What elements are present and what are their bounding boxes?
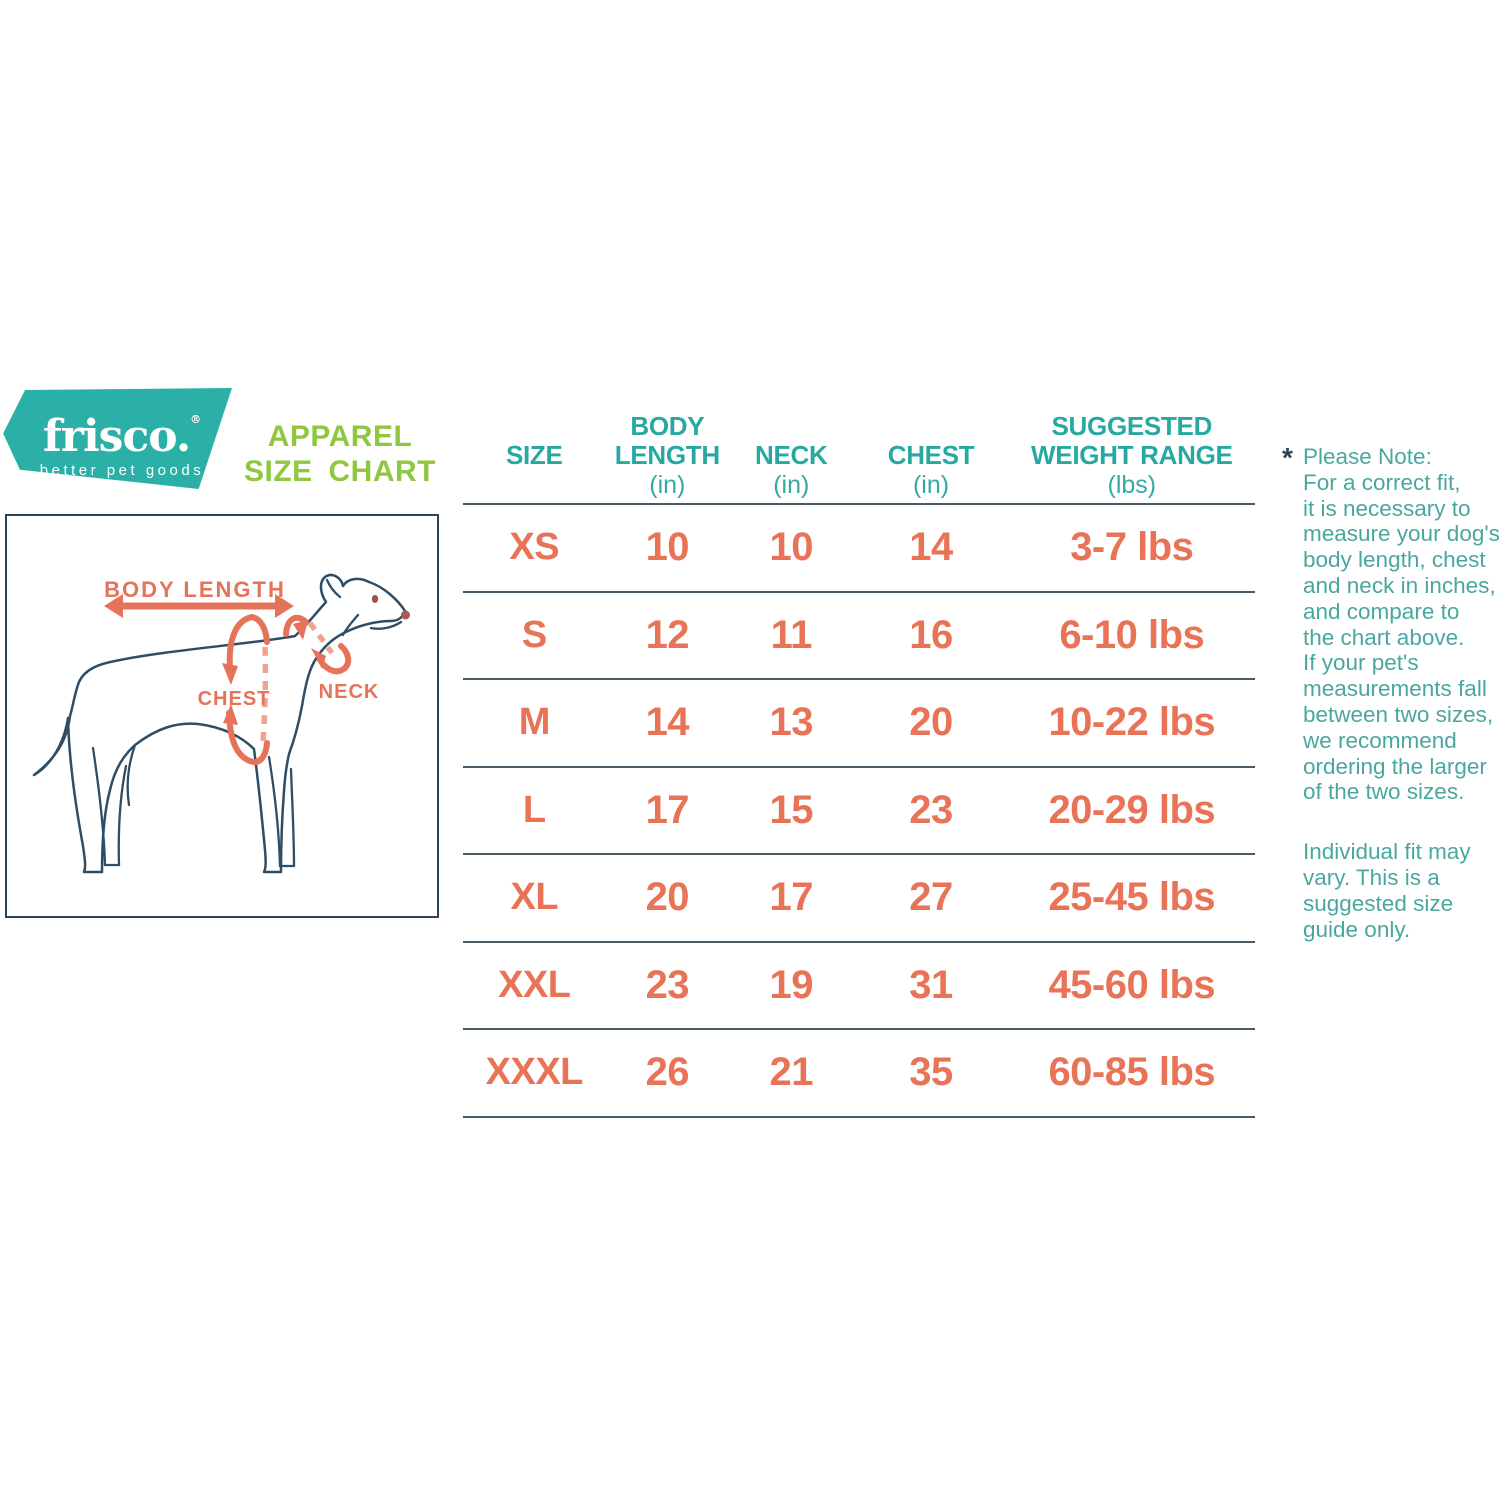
cell-neck: 10 — [769, 525, 814, 570]
neck-arrow-down-icon — [293, 620, 308, 640]
page-title: APPAREL SIZE CHART — [243, 419, 437, 489]
chest-arrow-up-icon — [223, 704, 238, 725]
chest-dashed-line — [260, 646, 269, 743]
header-main: SIZE — [505, 440, 563, 470]
cell-chest: 31 — [909, 962, 953, 1007]
chest-label: CHEST — [198, 688, 271, 710]
neck-ellipse-upper-arc — [283, 614, 309, 637]
note-heading: Please Note: — [1303, 444, 1432, 469]
table-row-l: L 17 15 23 20-29 lbs — [463, 765, 1255, 854]
cell-weight-range: 3-7 lbs — [1070, 525, 1194, 570]
neck-label: NECK — [319, 681, 380, 703]
frisco-wordmark: frisco. — [42, 411, 191, 462]
header-main: CHEST — [887, 440, 975, 470]
size-table-header: SIZE BODY LENGTH (in) NECK (in) CHEST (i… — [463, 412, 1255, 503]
note-heading-row: * Please Note: — [1282, 444, 1500, 472]
cell-neck: 17 — [769, 875, 814, 920]
table-row-xl: XL 20 17 27 25-45 lbs — [463, 853, 1255, 941]
size-table-body: XS 10 10 14 3-7 lbs S 12 11 16 6-10 lbs … — [463, 503, 1255, 1118]
cell-chest: 27 — [909, 875, 953, 920]
cell-body-length: 12 — [645, 612, 690, 657]
cell-body-length: 26 — [645, 1050, 690, 1095]
header-main: NECK — [755, 440, 828, 470]
arrow-right-icon — [275, 594, 294, 618]
cell-neck: 15 — [769, 787, 814, 832]
cell-chest: 14 — [909, 525, 953, 570]
cell-neck: 21 — [769, 1050, 814, 1095]
cell-body-length: 23 — [645, 962, 690, 1007]
page-title-line1: APPAREL — [267, 420, 413, 453]
column-header-chest: CHEST (in) — [853, 412, 1008, 503]
frisco-logo-tagline: better pet goods — [39, 462, 205, 479]
column-header-neck: NECK (in) — [729, 412, 853, 503]
column-header-size: SIZE — [463, 412, 606, 503]
header-unit: (in) — [773, 471, 810, 499]
cell-body-length: 14 — [645, 700, 690, 745]
cell-weight-range: 60-85 lbs — [1048, 1050, 1216, 1095]
cell-size: L — [522, 788, 546, 831]
table-row-xxl: XXL 23 19 31 45-60 lbs — [463, 940, 1255, 1029]
dog-body-outline — [32, 573, 407, 874]
dog-nose — [401, 610, 410, 620]
chest-ellipse-lower-arc — [226, 710, 270, 766]
dog-measurement-diagram: BODY LENGTH CHEST NECK — [5, 514, 439, 918]
cell-size: XXXL — [485, 1051, 584, 1094]
cell-weight-range: 45-60 lbs — [1048, 962, 1216, 1007]
column-header-weight-range: SUGGESTED WEIGHT RANGE (lbs) — [1009, 412, 1255, 503]
note-column: * Please Note: For a correct fit, it is … — [1282, 444, 1500, 942]
dog-line-drawing: BODY LENGTH CHEST NECK — [32, 573, 410, 874]
header-unit: (lbs) — [1107, 471, 1157, 499]
cell-weight-range: 6-10 lbs — [1059, 612, 1205, 657]
body-length-label: BODY LENGTH — [104, 577, 286, 602]
cell-size: S — [521, 613, 547, 656]
cell-body-length: 17 — [645, 787, 690, 832]
cell-chest: 20 — [909, 700, 953, 745]
cell-neck: 11 — [770, 612, 813, 657]
cell-body-length: 10 — [645, 525, 690, 570]
registered-trademark-icon: ® — [190, 413, 202, 426]
header-top: SUGGESTED — [1051, 411, 1213, 441]
cell-body-length: 20 — [645, 875, 690, 920]
chest-ellipse-upper-arc — [226, 614, 270, 671]
neck-ellipse-lower-arc — [317, 643, 352, 675]
cell-chest: 23 — [909, 787, 953, 832]
neck-dashed-line — [307, 621, 335, 655]
header-unit: (in) — [649, 471, 686, 499]
cell-chest: 35 — [909, 1050, 953, 1095]
table-row-xs: XS 10 10 14 3-7 lbs — [463, 503, 1255, 591]
cell-neck: 13 — [769, 700, 814, 745]
cell-size: XXL — [498, 963, 571, 1006]
dog-detail-lines — [91, 578, 403, 868]
chest-arrow-down-icon — [222, 663, 238, 685]
cell-size: XL — [510, 876, 559, 919]
header-top: BODY — [630, 411, 705, 441]
page-title-line2: SIZE CHART — [244, 455, 436, 488]
cell-weight-range: 25-45 lbs — [1048, 875, 1216, 920]
column-header-body-length: BODY LENGTH (in) — [606, 412, 730, 503]
asterisk-icon: * — [1282, 442, 1293, 473]
dog-eye — [371, 595, 379, 603]
cell-size: M — [518, 701, 551, 744]
neck-arrow-up-icon — [311, 648, 326, 669]
frisco-logo-banner: frisco.® better pet goods — [3, 388, 232, 489]
cell-chest: 16 — [909, 612, 953, 657]
cell-size: XS — [509, 526, 560, 569]
cell-weight-range: 10-22 lbs — [1048, 700, 1216, 745]
note-body-text: For a correct fit, it is necessary to me… — [1303, 469, 1500, 805]
cell-weight-range: 20-29 lbs — [1048, 787, 1216, 832]
table-row-s: S 12 11 16 6-10 lbs — [463, 590, 1255, 679]
cell-neck: 19 — [769, 962, 814, 1007]
header-main: LENGTH — [614, 440, 720, 470]
note-secondary-text: Individual fit may vary. This is a sugge… — [1303, 839, 1471, 942]
header-unit: (in) — [912, 471, 950, 499]
frisco-logo-text: frisco.® — [43, 398, 201, 459]
table-row-xxxl: XXXL 26 21 35 60-85 lbs — [463, 1028, 1255, 1116]
arrow-left-icon — [104, 594, 123, 618]
size-table: SIZE BODY LENGTH (in) NECK (in) CHEST (i… — [463, 412, 1255, 1118]
table-row-m: M 14 13 20 10-22 lbs — [463, 678, 1255, 766]
header-main: WEIGHT RANGE — [1031, 440, 1233, 470]
